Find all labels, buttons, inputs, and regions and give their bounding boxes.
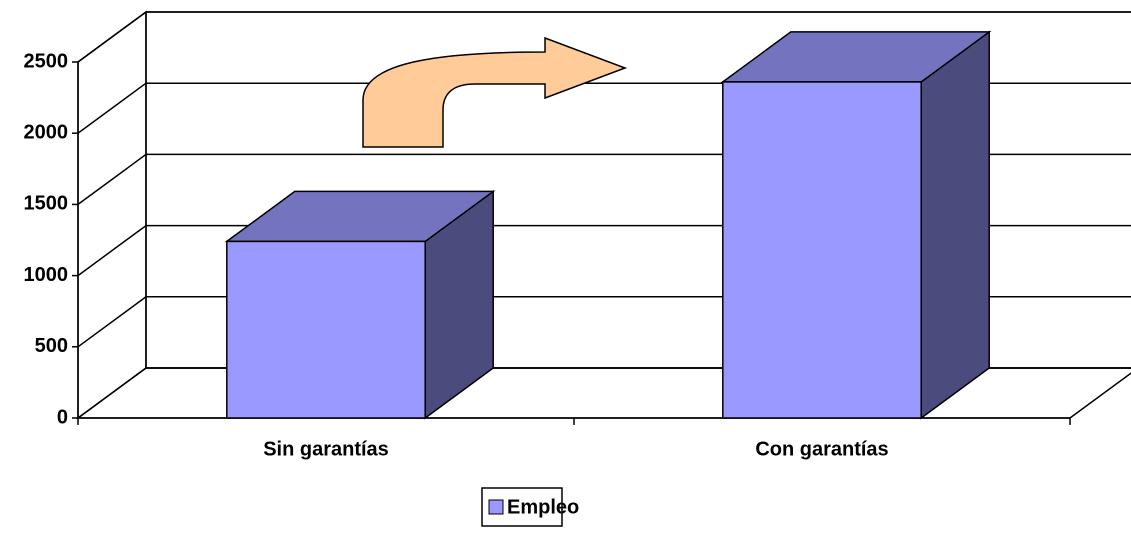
- y-tick-label: 1500: [24, 193, 69, 215]
- legend-swatch: [488, 499, 504, 515]
- x-tick-label: Con garantías: [755, 438, 888, 460]
- y-tick-label: 500: [35, 335, 68, 357]
- legend-label: Empleo: [507, 496, 579, 518]
- bar: [226, 240, 426, 419]
- y-tick-label: 1000: [24, 264, 69, 286]
- x-tick-label: Sin garantías: [263, 438, 389, 460]
- side-wall: [77, 10, 147, 418]
- grid-line: [77, 11, 1131, 63]
- y-tick-label: 2500: [24, 50, 69, 72]
- y-tick-label: 2000: [24, 121, 69, 143]
- arrow: [362, 36, 628, 148]
- bar-side: [920, 30, 990, 420]
- bar: [722, 81, 922, 419]
- y-tick-label: 0: [57, 406, 68, 428]
